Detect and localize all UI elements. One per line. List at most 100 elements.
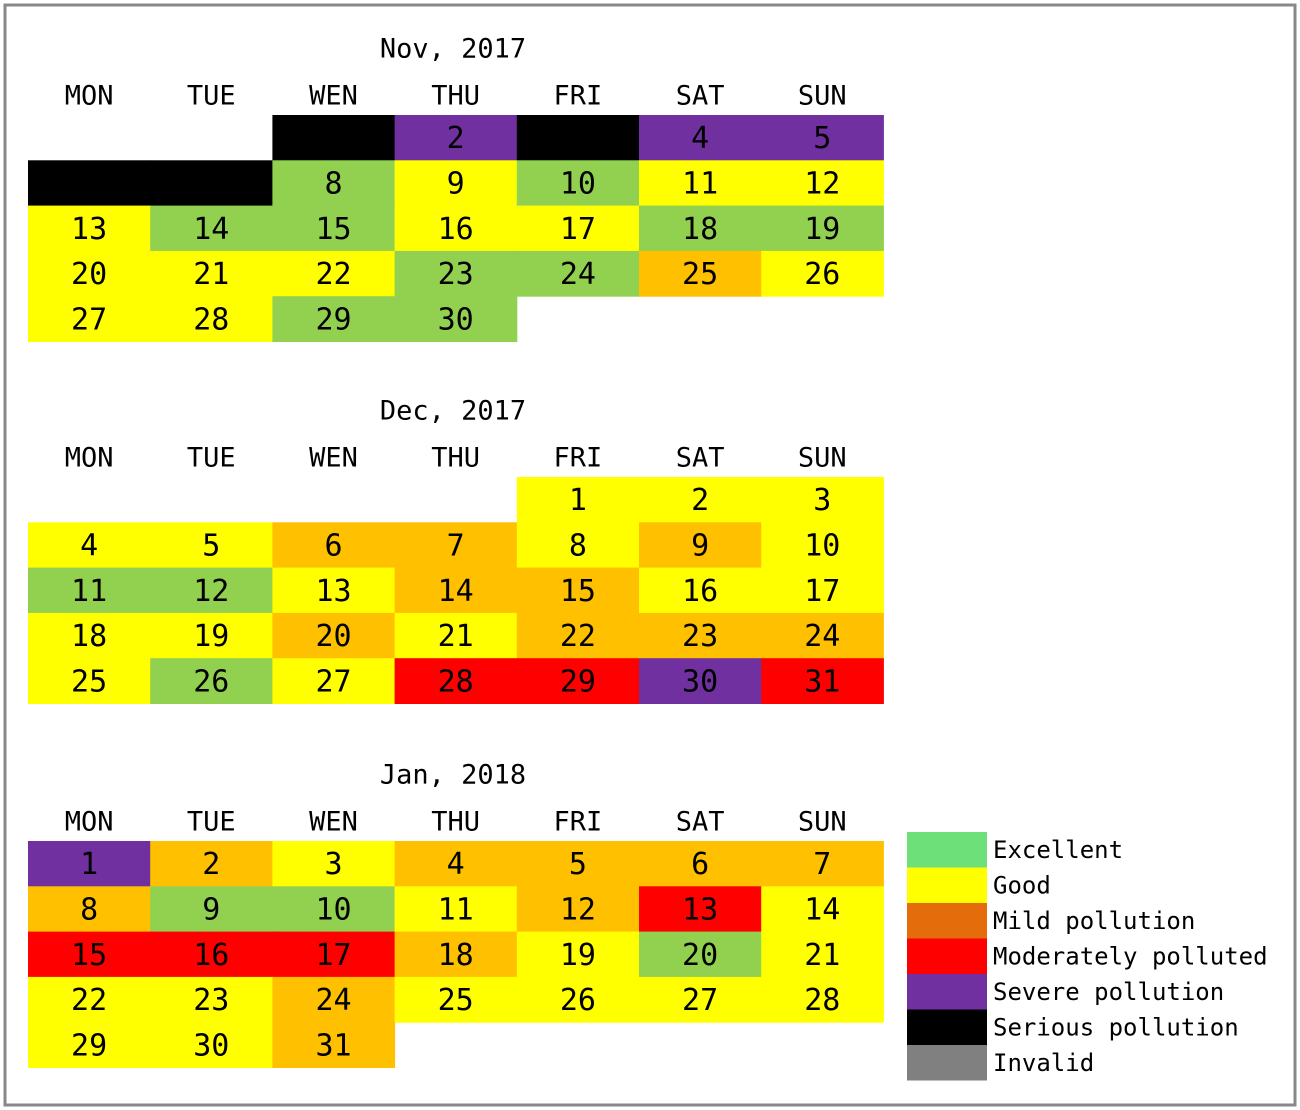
day-cell	[272, 658, 396, 704]
legend-label: Invalid	[993, 1049, 1094, 1077]
day-cell	[272, 205, 396, 252]
day-number: 31	[315, 1028, 351, 1063]
day-cell	[28, 250, 151, 297]
day-number: 27	[315, 664, 351, 699]
day-cell	[150, 931, 273, 978]
day-number: 4	[80, 528, 98, 563]
legend-label: Serious pollution	[993, 1014, 1239, 1042]
day-cell	[394, 841, 518, 887]
day-number: 8	[569, 528, 587, 563]
day-cell	[639, 931, 762, 978]
day-cell	[761, 658, 884, 704]
day-cell	[639, 160, 762, 207]
day-cell	[761, 567, 884, 614]
day-number: 22	[315, 257, 351, 292]
day-cell	[516, 567, 640, 614]
day-cell	[516, 886, 640, 933]
weekday-label: SAT	[676, 443, 725, 474]
day-cell	[761, 931, 884, 978]
day-number: 17	[315, 938, 351, 973]
weekday-label: WEN	[309, 807, 358, 838]
day-number: 12	[193, 574, 229, 609]
day-cell	[28, 522, 151, 569]
day-cell	[150, 976, 273, 1023]
day-number: 11	[71, 574, 107, 609]
legend-label: Mild pollution	[993, 907, 1195, 935]
day-number: 5	[569, 847, 587, 882]
day-number: 19	[804, 212, 840, 247]
day-cell	[28, 567, 151, 614]
day-cell	[28, 205, 151, 252]
day-number: 29	[560, 664, 596, 699]
legend-label: Severe pollution	[993, 978, 1224, 1006]
day-number: 28	[804, 983, 840, 1018]
day-cell	[272, 115, 396, 161]
day-number: 6	[324, 528, 342, 563]
day-number: 8	[324, 166, 342, 201]
day-cell	[272, 567, 396, 614]
day-number: 6	[80, 166, 98, 201]
day-number: 1	[324, 121, 342, 156]
day-cell	[639, 205, 762, 252]
day-cell	[516, 205, 640, 252]
day-cell	[150, 841, 273, 887]
day-number: 21	[804, 938, 840, 973]
day-cell	[639, 658, 762, 704]
weekday-label: WEN	[309, 81, 358, 112]
day-number: 5	[202, 528, 220, 563]
day-number: 14	[438, 574, 474, 609]
day-cell	[272, 931, 396, 978]
day-number: 19	[193, 619, 229, 654]
day-cell	[150, 522, 273, 569]
day-cell	[761, 522, 884, 569]
day-number: 20	[682, 938, 718, 973]
day-cell	[272, 522, 396, 569]
day-cell	[28, 612, 151, 659]
day-cell	[28, 841, 151, 887]
day-cell	[516, 160, 640, 207]
day-cell	[761, 205, 884, 252]
weekday-label: FRI	[554, 807, 603, 838]
day-cell	[272, 296, 396, 342]
day-cell	[150, 567, 273, 614]
day-number: 14	[193, 212, 229, 247]
day-cell	[150, 296, 273, 342]
day-number: 2	[691, 483, 709, 518]
frame	[3, 3, 1297, 1107]
day-cell	[28, 931, 151, 978]
day-cell	[761, 612, 884, 659]
day-cell	[394, 115, 518, 161]
day-number: 16	[193, 938, 229, 973]
day-number: 21	[193, 257, 229, 292]
day-cell	[394, 567, 518, 614]
day-number: 22	[560, 619, 596, 654]
day-cell	[394, 296, 518, 342]
day-cell	[150, 658, 273, 704]
day-cell	[516, 115, 640, 161]
day-number: 1	[80, 847, 98, 882]
day-number: 13	[315, 574, 351, 609]
day-cell	[761, 160, 884, 207]
day-number: 25	[438, 983, 474, 1018]
day-number: 5	[813, 121, 831, 156]
day-cell	[150, 1022, 273, 1068]
weekday-label: SUN	[798, 81, 847, 112]
day-cell	[516, 477, 640, 523]
day-cell	[639, 250, 762, 297]
weekday-label: SUN	[798, 807, 847, 838]
day-number: 27	[682, 983, 718, 1018]
weekday-label: MON	[65, 81, 114, 112]
day-number: 8	[80, 892, 98, 927]
legend-swatch	[907, 832, 987, 868]
weekday-label: FRI	[554, 81, 603, 112]
day-cell	[761, 477, 884, 523]
weekday-label: MON	[65, 443, 114, 474]
weekday-label: MON	[65, 807, 114, 838]
day-number: 29	[71, 1028, 107, 1063]
weekday-label: WEN	[309, 443, 358, 474]
day-cell	[28, 1022, 151, 1068]
day-number: 17	[560, 212, 596, 247]
month-title: Dec, 2017	[380, 396, 526, 427]
day-cell	[394, 205, 518, 252]
